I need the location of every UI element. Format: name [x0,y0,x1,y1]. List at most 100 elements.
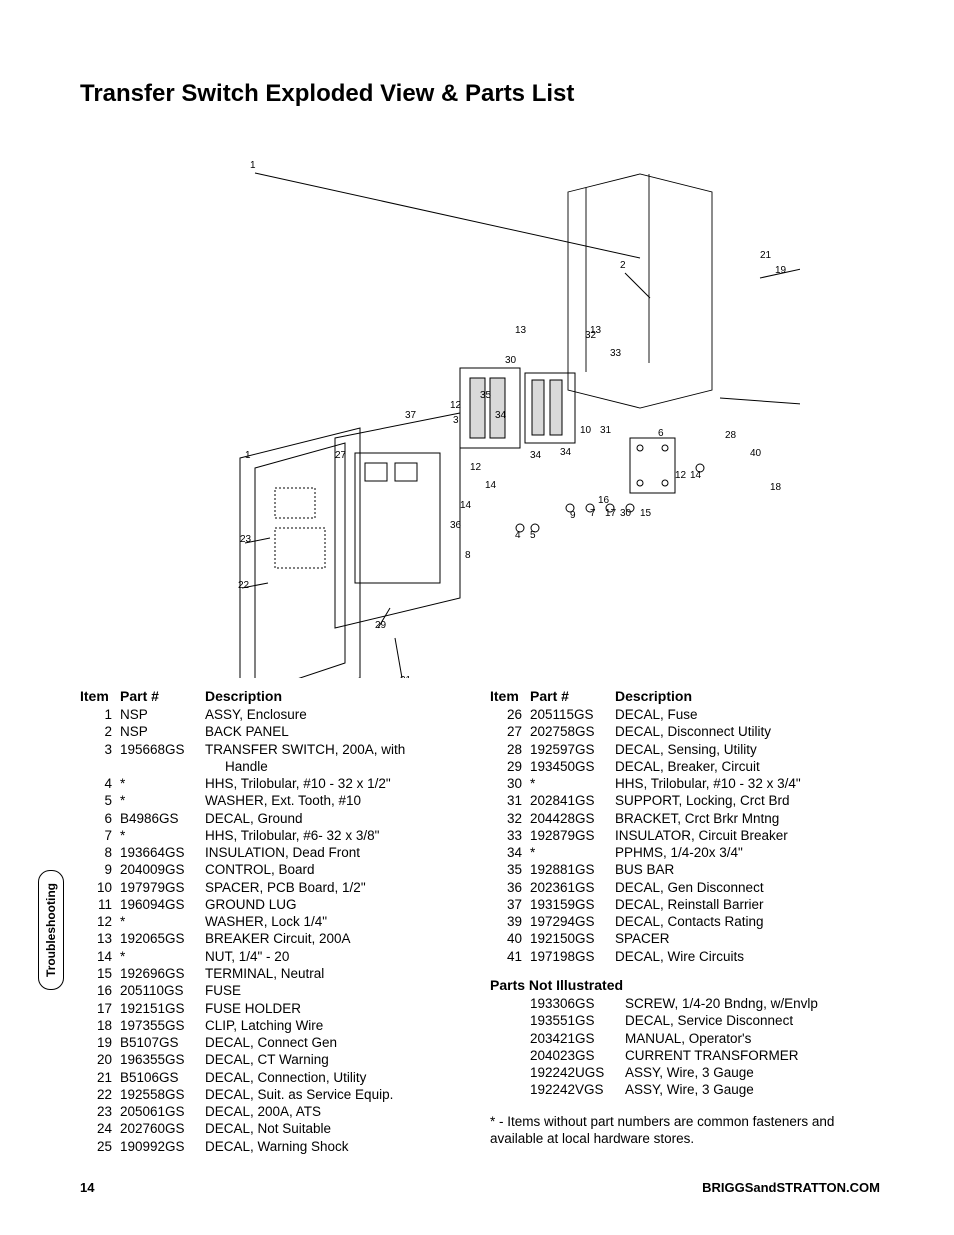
left-column: Item Part # Description 1NSPASSY, Enclos… [80,688,470,1155]
part-desc: DECAL, Warning Shock [205,1138,470,1155]
svg-text:13: 13 [515,325,527,336]
part-num: 192242VGS [530,1081,625,1098]
item-num: 32 [490,810,530,827]
svg-text:3: 3 [453,415,459,426]
part-num: 193664GS [120,844,205,861]
part-desc: FUSE HOLDER [205,1000,470,1017]
hdr-item: Item [80,688,120,704]
svg-text:18: 18 [770,482,782,493]
parts-row: 28192597GSDECAL, Sensing, Utility [490,741,880,758]
svg-text:1: 1 [245,450,251,461]
part-num: 192597GS [530,741,615,758]
part-desc: SPACER [615,930,880,947]
item-num: 29 [490,758,530,775]
part-num: * [120,792,205,809]
part-desc: MANUAL, Operator's [625,1030,880,1047]
svg-text:30: 30 [505,355,517,366]
parts-row: 12*WASHER, Lock 1/4" [80,913,470,930]
parts-row: 11196094GSGROUND LUG [80,896,470,913]
parts-row: 6B4986GSDECAL, Ground [80,810,470,827]
part-num: 192242UGS [530,1064,625,1081]
part-num: 204009GS [120,861,205,878]
item-num: 10 [80,879,120,896]
item-num: 9 [80,861,120,878]
svg-text:14: 14 [485,480,497,491]
part-num: 190992GS [120,1138,205,1155]
item-num: 26 [490,706,530,723]
parts-row: 203421GSMANUAL, Operator's [490,1030,880,1047]
part-num: 192879GS [530,827,615,844]
svg-text:1: 1 [250,160,256,171]
item-num: 7 [80,827,120,844]
item-num [490,1030,530,1047]
item-num: 30 [490,775,530,792]
part-num: 192065GS [120,930,205,947]
part-num: B4986GS [120,810,205,827]
part-num: 192151GS [120,1000,205,1017]
hdr-part: Part # [530,688,615,704]
part-num: 193450GS [530,758,615,775]
item-num: 21 [80,1069,120,1086]
part-num: 202760GS [120,1120,205,1137]
item-num: 24 [80,1120,120,1137]
item-num: 14 [80,948,120,965]
item-num: 40 [490,930,530,947]
diagram-svg: 1224211939412013321333301235334371031628… [160,138,800,678]
parts-row: 192242UGSASSY, Wire, 3 Gauge [490,1064,880,1081]
part-num: * [120,913,205,930]
part-num: * [530,775,615,792]
hdr-part: Part # [120,688,205,704]
part-desc: GROUND LUG [205,896,470,913]
svg-text:35: 35 [480,390,492,401]
item-num: 11 [80,896,120,913]
parts-row: 10197979GSSPACER, PCB Board, 1/2" [80,879,470,896]
svg-text:12: 12 [675,470,687,481]
part-num: 197294GS [530,913,615,930]
part-num: 192881GS [530,861,615,878]
part-num: NSP [120,723,205,740]
part-desc: FUSE [205,982,470,999]
parts-row: 27202758GSDECAL, Disconnect Utility [490,723,880,740]
item-num: 12 [80,913,120,930]
svg-text:34: 34 [530,450,542,461]
part-desc: INSULATION, Dead Front [205,844,470,861]
item-num: 3 [80,741,120,758]
part-num: 192150GS [530,930,615,947]
item-num: 20 [80,1051,120,1068]
parts-row: 21B5106GSDECAL, Connection, Utility [80,1069,470,1086]
parts-row: 1NSPASSY, Enclosure [80,706,470,723]
part-desc: BUS BAR [615,861,880,878]
parts-row: 33192879GSINSULATOR, Circuit Breaker [490,827,880,844]
parts-row: 2NSPBACK PANEL [80,723,470,740]
parts-row: 7*HHS, Trilobular, #6- 32 x 3/8" [80,827,470,844]
part-desc: BRACKET, Crct Brkr Mntng [615,810,880,827]
part-desc: DECAL, Disconnect Utility [615,723,880,740]
item-num: 15 [80,965,120,982]
part-desc: CLIP, Latching Wire [205,1017,470,1034]
part-num: 205061GS [120,1103,205,1120]
part-num: 192696GS [120,965,205,982]
svg-text:31: 31 [600,425,612,436]
parts-row: 9204009GSCONTROL, Board [80,861,470,878]
left-header: Item Part # Description [80,688,470,704]
part-desc: SPACER, PCB Board, 1/2" [205,879,470,896]
part-num: 192558GS [120,1086,205,1103]
part-desc: SCREW, 1/4-20 Bndng, w/Envlp [625,995,880,1012]
part-desc: CONTROL, Board [205,861,470,878]
parts-row: 37193159GSDECAL, Reinstall Barrier [490,896,880,913]
part-num: * [120,827,205,844]
svg-text:19: 19 [775,265,787,276]
item-num [490,1064,530,1081]
parts-row: 22192558GSDECAL, Suit. as Service Equip. [80,1086,470,1103]
svg-text:10: 10 [580,425,592,436]
item-num: 33 [490,827,530,844]
part-num: 205115GS [530,706,615,723]
svg-text:12: 12 [470,462,482,473]
part-desc: PPHMS, 1/4-20x 3/4" [615,844,880,861]
part-num: 193306GS [530,995,625,1012]
item-num: 39 [490,913,530,930]
page-number: 14 [80,1180,94,1195]
part-num: 204023GS [530,1047,625,1064]
part-num: 204428GS [530,810,615,827]
part-desc: DECAL, Wire Circuits [615,948,880,965]
